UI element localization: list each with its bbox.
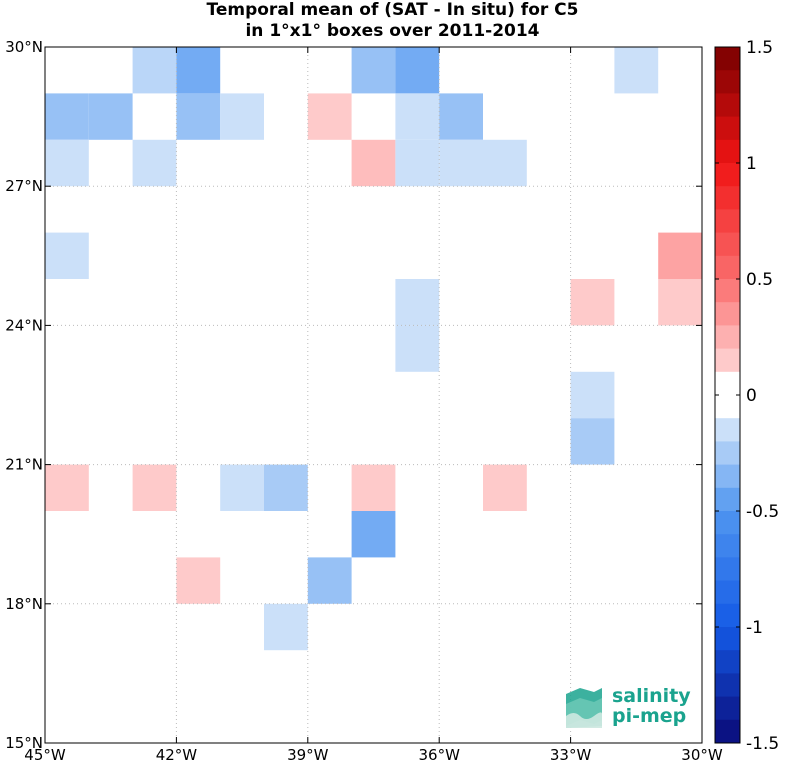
chart-title: Temporal mean of (SAT - In situ) for C5 xyxy=(206,0,579,20)
heatmap-cell xyxy=(570,279,615,326)
heatmap-cell xyxy=(307,557,352,604)
colorbar-segment xyxy=(715,487,740,512)
colorbar-tick-label: -1 xyxy=(746,618,763,638)
heatmap-cell xyxy=(483,464,527,511)
y-tick-label: 27°N xyxy=(5,177,43,195)
colorbar-segment xyxy=(715,139,740,164)
heatmap-cell xyxy=(307,93,352,140)
heatmap-cell xyxy=(45,93,89,140)
heatmap-cell xyxy=(220,464,264,511)
heatmap-cell xyxy=(439,139,483,187)
y-tick-label: 18°N xyxy=(5,595,43,613)
salinity-pi-mep-logo: salinity pi-mep xyxy=(566,685,691,728)
heatmap-cell xyxy=(176,93,221,140)
heatmap-cell xyxy=(351,139,396,187)
colorbar-segment xyxy=(715,395,740,419)
heatmap-cell xyxy=(88,93,133,140)
colorbar-tick-label: -1.5 xyxy=(746,734,779,754)
colorbar-segment xyxy=(715,650,740,674)
colorbar-segment xyxy=(715,418,740,442)
colorbar-segment xyxy=(715,627,740,651)
colorbar-segment xyxy=(715,348,740,373)
colorbar-segment xyxy=(715,325,740,350)
heatmap-cell xyxy=(176,47,221,94)
logo-wave-icon xyxy=(566,712,602,728)
colorbar-segment xyxy=(715,673,740,698)
heatmap-cell xyxy=(614,47,659,94)
colorbar-tick-label: -0.5 xyxy=(746,502,779,522)
x-tick-label: 45°W xyxy=(24,746,66,763)
heatmap-cell xyxy=(395,47,440,94)
colorbar-segment xyxy=(715,511,740,535)
logo-text-salinity: salinity xyxy=(612,685,691,707)
colorbar-segment xyxy=(715,371,740,396)
logo-text-pimep: pi-mep xyxy=(612,705,686,727)
x-tick-label: 42°W xyxy=(156,746,198,763)
plot-frame xyxy=(44,46,703,744)
colorbar-segment xyxy=(715,603,740,628)
y-axis: 15°N 18°N 21°N 24°N 27°N 30°N xyxy=(5,38,702,752)
heatmap-cell xyxy=(176,557,221,604)
colorbar-segment xyxy=(715,302,740,326)
colorbar-ticks: 1.5 1 0.5 0 -0.5 -1 -1.5 xyxy=(715,38,779,754)
chart-subtitle: in 1°x1° boxes over 2011-2014 xyxy=(245,21,540,41)
colorbar-segment xyxy=(715,163,740,187)
heatmap-cell xyxy=(658,232,702,279)
y-tick-label: 30°N xyxy=(5,38,43,56)
colorbar-segment xyxy=(715,464,740,489)
colorbar-segment xyxy=(715,696,740,721)
colorbar-segment xyxy=(715,719,740,744)
y-tick-label: 21°N xyxy=(5,456,43,474)
heatmap-cell xyxy=(658,279,702,326)
colorbar-segment xyxy=(715,93,740,118)
colorbar-tick-label: 0 xyxy=(746,386,757,406)
colorbar-segment xyxy=(715,70,740,94)
heatmap-cell xyxy=(45,232,89,279)
x-tick-label: 36°W xyxy=(418,746,460,763)
heatmap-cell xyxy=(45,139,89,187)
y-tick-label: 24°N xyxy=(5,316,43,334)
colorbar-segment xyxy=(715,255,740,280)
heatmap-cell xyxy=(132,47,177,94)
colorbar-segment xyxy=(715,441,740,466)
heatmap-cell xyxy=(351,47,396,94)
heatmap-cell xyxy=(570,371,615,419)
heatmap-cell xyxy=(132,464,177,511)
x-tick-label: 30°W xyxy=(681,746,723,763)
heatmap-cell xyxy=(264,464,308,511)
heatmap-cell xyxy=(395,139,440,187)
heatmap-cell xyxy=(132,139,177,187)
x-tick-label: 39°W xyxy=(287,746,329,763)
heatmap-cell xyxy=(395,93,440,140)
colorbar-tick-label: 0.5 xyxy=(746,270,773,290)
colorbar-tick-label: 1 xyxy=(746,154,757,174)
heatmap-cell xyxy=(395,325,440,372)
heatmap-cell xyxy=(220,93,264,140)
colorbar-segment xyxy=(715,232,740,257)
colorbar-segment xyxy=(715,186,740,210)
colorbar-segment xyxy=(715,209,740,234)
x-axis: 45°W 42°W 39°W 36°W 33°W 30°W xyxy=(24,47,723,763)
colorbar-tick-label: 1.5 xyxy=(746,38,773,58)
heatmap-cell xyxy=(395,279,440,326)
colorbar-segment xyxy=(715,580,740,605)
heatmap-cell xyxy=(351,511,396,558)
colorbar-segment xyxy=(715,557,740,582)
colorbar-segment xyxy=(715,116,740,141)
colorbar-segment xyxy=(715,534,740,558)
heatmap-cell xyxy=(439,93,483,140)
y-tick-label: 15°N xyxy=(5,734,43,752)
heatmap-cell xyxy=(483,139,527,187)
grid-lines xyxy=(45,47,702,743)
heatmap-cell xyxy=(351,464,396,511)
heatmap-cell xyxy=(264,603,308,651)
heatmap-cell xyxy=(45,464,89,511)
heatmap-cell xyxy=(570,418,615,465)
x-tick-label: 33°W xyxy=(550,746,592,763)
heatmap-cells xyxy=(45,47,702,651)
colorbar-segment xyxy=(715,279,740,303)
colorbar-segment xyxy=(715,47,740,71)
